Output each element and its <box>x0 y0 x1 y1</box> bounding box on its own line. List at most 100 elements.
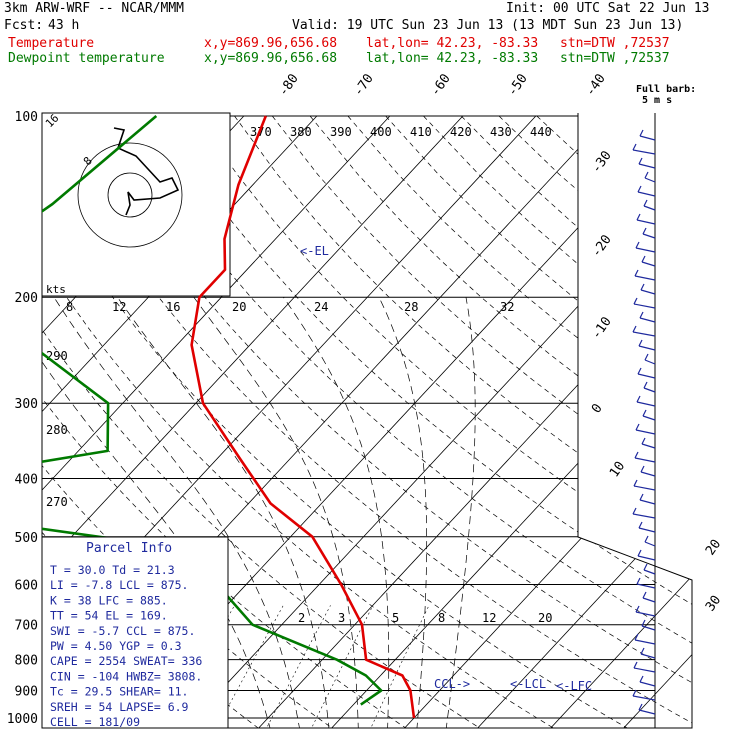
parcel-panel-box <box>41 536 229 729</box>
wind-barb <box>640 289 656 295</box>
moist-adiabat <box>117 297 330 728</box>
dewpoint-latlon: lat,lon= 42.23, -83.33 <box>366 51 539 66</box>
sounding-profiles <box>42 115 416 719</box>
wind-barb <box>636 219 656 225</box>
mixing-ratio-label: 12 <box>482 611 496 625</box>
wind-barb <box>637 373 656 379</box>
theta-label: 390 <box>330 125 352 139</box>
dry-adiabat <box>0 116 40 731</box>
parcel-row: Tc = 29.5 SHEAR= 11. <box>50 685 188 699</box>
dry-adiabat <box>423 115 692 728</box>
wind-barb-flag <box>639 311 644 319</box>
hodograph-speed-label: 12 <box>112 300 126 314</box>
init-time: Init: 00 UTC Sat 22 Jun 13 <box>506 1 710 16</box>
isotherm <box>474 115 692 728</box>
dry-adiabat <box>272 115 692 728</box>
wind-barb <box>634 639 656 645</box>
wind-barb <box>643 205 656 211</box>
theta-label: 420 <box>450 125 472 139</box>
wind-barb <box>640 471 656 477</box>
wind-barb <box>643 569 656 575</box>
wind-barb <box>632 513 656 519</box>
temperature-profile <box>190 115 416 719</box>
parcel-row: TT = 54 EL = 169. <box>50 609 168 623</box>
skew-temperature-label: 10 <box>607 459 628 480</box>
wind-barb-flag <box>639 675 644 683</box>
hodograph-speed-label: 8 <box>66 300 73 314</box>
wind-barb <box>633 485 656 491</box>
wind-barb <box>635 429 656 435</box>
level-annotations: <-EL CCL-> <-LCL <-LFC <box>300 244 592 693</box>
valid-time: Valid: 19 UTC Sun 23 Jun 13 (13 MDT Sun … <box>292 18 684 33</box>
skew-temperature-label: 0 <box>589 401 606 416</box>
temperature-location: x,y=869.96,656.68 <box>204 36 338 51</box>
pressure-tick-label: 700 <box>15 619 38 634</box>
parcel-row: T = 30.0 Td = 21.3 <box>50 563 175 577</box>
wind-legend-value: 5 m s <box>642 95 672 106</box>
wind-barb-flag <box>638 703 643 711</box>
forecast-label: Fcst: <box>4 18 44 33</box>
isotherm <box>401 115 692 728</box>
mixing-ratio-label: 20 <box>538 611 552 625</box>
forecast-hours: 43 h <box>48 18 80 33</box>
wind-barb-flag <box>634 269 639 277</box>
pressure-tick-label: 400 <box>15 472 38 487</box>
wind-legend-title: Full barb: <box>636 84 696 95</box>
wind-barb-flag <box>642 227 647 235</box>
lfc-annotation: <-LFC <box>556 679 592 693</box>
mixing-ratio-line <box>309 605 374 728</box>
wind-barb <box>635 611 656 617</box>
pressure-tick-label: 200 <box>15 291 38 306</box>
dry-adiabat <box>385 115 692 728</box>
skew-temperature-label: -60 <box>428 71 454 99</box>
dewpoint-legend: Dewpoint temperature <box>8 51 165 66</box>
dewpoint-profile <box>42 115 383 706</box>
dry-adiabat <box>42 115 485 728</box>
parcel-row: CAPE = 2554 SWEAT= 336 <box>50 654 202 668</box>
wind-barb <box>636 401 656 407</box>
theta-label: 290 <box>46 349 68 363</box>
moist-adiabat <box>445 297 476 728</box>
hodograph-unit-label: kts <box>46 283 66 296</box>
parcel-row: K = 38 LFC = 885. <box>50 593 168 607</box>
dry-adiabat <box>498 115 692 728</box>
skew-temperature-label: 30 <box>703 593 724 614</box>
skew-temperature-label: -20 <box>589 232 615 260</box>
wind-barb-flag <box>641 255 646 263</box>
wind-barb-flag <box>643 563 648 571</box>
isotherm <box>42 115 464 728</box>
skew-temperature-label: -10 <box>589 314 615 342</box>
parcel-row: CELL = 181/09 <box>50 715 140 729</box>
parcel-row: LI = -7.8 LCL = 875. <box>50 578 188 592</box>
wind-barb-flag <box>638 339 643 347</box>
wind-barb-flag <box>639 493 644 501</box>
dry-adiabat <box>83 115 692 728</box>
skew-temperature-label: -30 <box>589 148 615 176</box>
wind-barb <box>639 317 656 323</box>
wind-barb-flag <box>642 591 647 599</box>
pressure-tick-label: 800 <box>15 654 38 669</box>
isotherm <box>547 115 692 728</box>
wind-barb-flag <box>632 143 637 151</box>
wind-barb-flag <box>640 465 645 473</box>
wind-barb <box>632 149 656 155</box>
wind-barb-flag <box>634 633 639 641</box>
pressure-tick-label: 1000 <box>7 712 38 727</box>
wind-barb <box>634 457 656 463</box>
hodograph-trace <box>113 127 180 216</box>
parcel-row: PW = 4.50 YGP = 0.3 <box>50 639 182 653</box>
dry-adiabat <box>196 115 692 728</box>
wind-barb <box>643 387 656 393</box>
wind-barb-flag <box>632 507 637 515</box>
wind-barb <box>633 303 656 309</box>
hodograph-speed-label: 16 <box>166 300 180 314</box>
mixing-ratio-label: 3 <box>338 611 345 625</box>
wind-barb <box>632 695 656 701</box>
dry-adiabat <box>158 115 692 728</box>
dry-adiabat <box>45 115 692 728</box>
pressure-tick-label: 100 <box>15 110 38 125</box>
wind-barb <box>642 233 656 239</box>
hodograph-speed-label: 28 <box>404 300 418 314</box>
wind-barb <box>644 359 656 365</box>
theta-label: 280 <box>46 423 68 437</box>
